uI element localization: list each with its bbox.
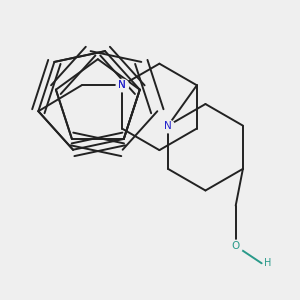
- Text: H: H: [264, 258, 271, 268]
- Text: O: O: [232, 241, 240, 251]
- Text: N: N: [118, 80, 126, 90]
- Text: N: N: [118, 80, 126, 90]
- Text: N: N: [164, 121, 172, 130]
